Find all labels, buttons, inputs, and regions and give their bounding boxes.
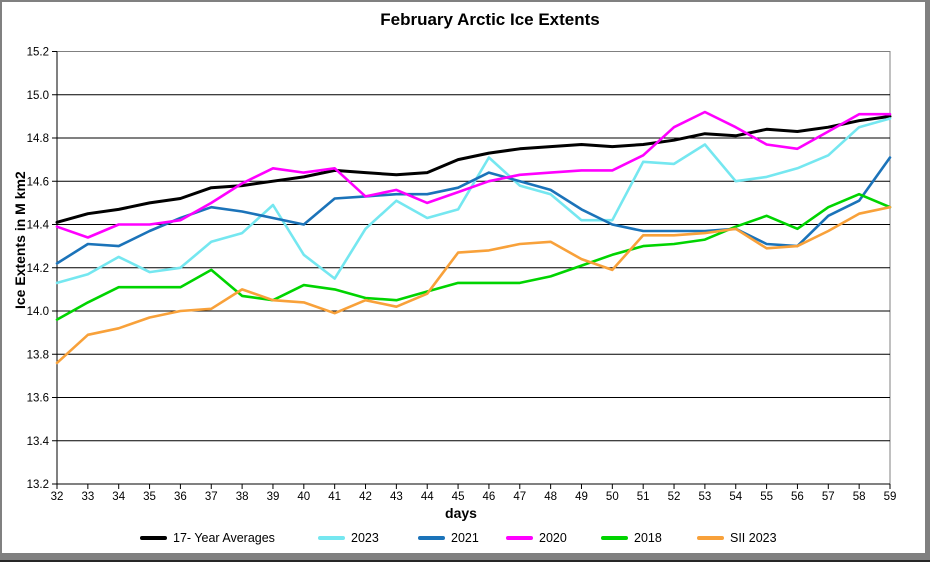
y-tick-label: 14.6 <box>27 176 49 188</box>
sii-2023-line-swatch-icon <box>697 536 724 540</box>
legend-item-2023: 2023 <box>318 529 379 547</box>
x-tick-label: 36 <box>174 491 187 503</box>
legend-item-sii-2023: SII 2023 <box>697 529 777 547</box>
x-tick-label: 32 <box>51 491 64 503</box>
x-tick-label: 47 <box>513 491 526 503</box>
x-tick-label: 34 <box>112 491 125 503</box>
y-tick-label: 13.4 <box>27 436 50 448</box>
legend-label: 2018 <box>634 531 662 545</box>
x-tick-label: 49 <box>575 491 588 503</box>
series-line-2023 <box>55 117 892 285</box>
y-tick-label: 14.2 <box>27 263 49 275</box>
x-tick-label: 50 <box>606 491 619 503</box>
x-tick-label: 52 <box>668 491 681 503</box>
x-tick-label: 40 <box>297 491 310 503</box>
x-tick-label: 41 <box>328 491 341 503</box>
x-tick-label: 39 <box>267 491 280 503</box>
series-line-2018 <box>55 192 892 321</box>
x-tick-label: 59 <box>884 491 897 503</box>
2020-line-swatch-icon <box>506 536 533 540</box>
chart-title: February Arctic Ice Extents <box>380 10 600 29</box>
x-tick-label: 44 <box>421 491 434 503</box>
x-axis-title: days <box>445 505 477 521</box>
x-tick-label: 35 <box>143 491 156 503</box>
x-tick-label: 53 <box>698 491 711 503</box>
x-tick-label: 46 <box>483 491 496 503</box>
y-tick-label: 13.6 <box>27 393 49 405</box>
y-tick-label: 15.2 <box>27 47 49 59</box>
y-tick-label: 14.0 <box>27 306 49 318</box>
legend-item-2021: 2021 <box>418 529 479 547</box>
x-tick-label: 45 <box>452 491 465 503</box>
x-tick-label: 54 <box>729 491 742 503</box>
legend: 17- Year Averages 2023 2021 2020 2018 SII 202… <box>0 529 930 547</box>
y-tick-label: 14.8 <box>27 133 49 145</box>
x-tick-label: 33 <box>81 491 94 503</box>
x-tick-label: 42 <box>359 491 372 503</box>
x-tick-label: 37 <box>205 491 218 503</box>
legend-label: 2023 <box>351 531 379 545</box>
legend-item-2018: 2018 <box>601 529 662 547</box>
x-tick-label: 48 <box>544 491 557 503</box>
y-tick-label: 13.8 <box>27 349 49 361</box>
17-year-averages-line-swatch-icon <box>140 536 167 540</box>
x-tick-label: 38 <box>236 491 249 503</box>
2018-line-swatch-icon <box>601 536 628 540</box>
x-tick-label: 58 <box>853 491 866 503</box>
legend-label: SII 2023 <box>730 531 777 545</box>
x-tick-label: 56 <box>791 491 804 503</box>
series-line-2020 <box>55 110 892 239</box>
legend-label: 17- Year Averages <box>173 531 275 545</box>
y-tick-label: 14.4 <box>27 220 50 232</box>
y-tick-label: 15.0 <box>27 90 49 102</box>
chart-surface <box>2 2 925 553</box>
x-tick-label: 51 <box>637 491 650 503</box>
legend-item-17-year-averages: 17- Year Averages <box>140 529 275 547</box>
x-tick-label: 57 <box>822 491 835 503</box>
legend-label: 2020 <box>539 531 567 545</box>
legend-label: 2021 <box>451 531 479 545</box>
legend-item-2020: 2020 <box>506 529 567 547</box>
y-tick-label: 13.2 <box>27 479 49 491</box>
2021-line-swatch-icon <box>418 536 445 540</box>
x-tick-label: 43 <box>390 491 403 503</box>
series-line-17-year-averages <box>55 114 892 224</box>
series-line-sii-2023 <box>55 205 892 365</box>
2023-line-swatch-icon <box>318 536 345 540</box>
x-tick-label: 55 <box>760 491 773 503</box>
